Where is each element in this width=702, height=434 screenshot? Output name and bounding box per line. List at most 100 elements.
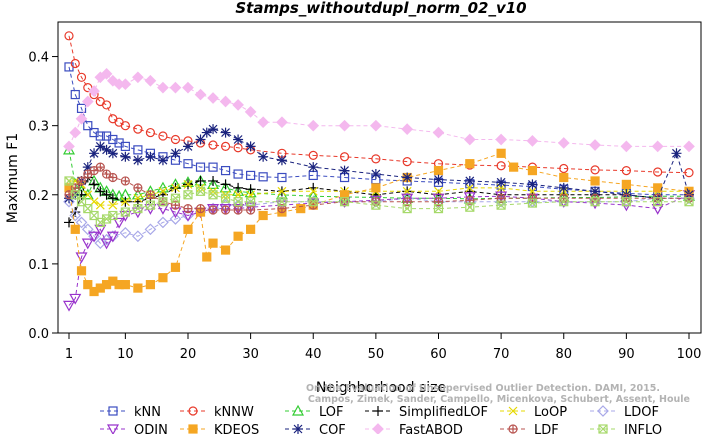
data-point [183,159,193,169]
y-axis: 0.0 0.1 0.2 0.3 0.4 [28,51,58,342]
x-axis: 1 10 20 30 40 50 60 70 80 90 100 [65,333,701,362]
data-point [526,135,539,147]
x-tick-label: 70 [493,347,510,362]
data-point [183,179,193,189]
data-point [81,238,94,250]
data-point [145,280,156,290]
data-point [433,165,444,176]
x-tick-label: 50 [368,347,385,362]
data-point [370,169,381,180]
legend-marker [598,424,608,434]
data-point [653,197,663,207]
data-point [132,155,143,166]
data-point [527,165,538,176]
data-point [64,31,74,41]
data-point [207,178,220,190]
data-point [220,179,231,190]
legend-item-fastabod: FastABOD [365,423,463,434]
data-point [208,175,219,186]
data-point [495,191,508,203]
data-point [101,189,112,200]
data-point [101,100,112,110]
x-tick-label: 90 [618,347,635,362]
legend-marker [106,424,120,434]
legend-item-inflo: INFLO [590,423,662,434]
data-point [308,197,318,207]
data-point [157,155,168,166]
data-point [220,127,231,138]
data-point [220,245,231,255]
series-line [69,180,689,206]
data-point [89,148,100,159]
data-point [169,213,182,225]
y-tick-label: 0.3 [28,120,49,135]
x-tick-label: 10 [117,347,134,362]
data-point [219,204,232,215]
y-tick-label: 0.2 [28,189,49,204]
data-point [208,190,218,200]
data-point [107,193,118,204]
data-point [108,210,118,221]
data-point [339,165,350,176]
data-point [100,238,113,250]
data-point [558,182,569,193]
data-point [157,81,169,94]
data-point [296,204,306,214]
data-point [70,89,80,100]
legend-marker [188,406,198,416]
data-point [170,200,181,210]
data-point [95,186,106,197]
series-line [68,194,690,306]
legend-item-ldof: LDOF [590,405,659,420]
data-point [233,197,243,207]
x-tick-label: 80 [555,347,572,362]
data-point [75,216,88,229]
data-point [133,204,143,214]
data-point [432,126,445,139]
data-point [219,95,232,108]
data-point [119,226,132,239]
data-point [463,133,476,146]
data-point [258,210,268,221]
data-point [496,161,506,171]
data-point [94,224,107,236]
legend-label: kNN [134,405,161,420]
data-point [133,124,143,134]
data-point [246,170,256,181]
data-point [246,197,256,207]
data-point [75,112,88,125]
data-point [370,119,382,132]
data-point [464,175,475,186]
data-point [88,85,100,97]
data-point [202,252,212,262]
legend-marker [188,424,198,434]
plot-series [62,31,696,312]
legend-marker [508,424,518,434]
data-point [120,151,131,162]
data-point [120,141,130,151]
data-point [76,176,87,186]
data-point [145,200,156,210]
x-tick-label: 60 [430,347,447,362]
data-point [107,148,118,159]
data-point [133,283,143,293]
legend-marker [108,406,118,416]
series-inflo [64,176,694,228]
legend-item-knnw: kNNW [180,405,254,420]
data-point [183,190,193,200]
series-knn [64,62,694,200]
data-point [207,92,219,104]
legend-marker [372,423,384,434]
data-point [651,204,664,215]
data-point [683,140,695,153]
legend-item-simplifiedlof: SimplifiedLOF [365,405,488,420]
data-point [621,165,631,176]
data-point [171,183,180,193]
data-point [684,168,694,178]
data-point [70,224,80,234]
data-point [63,195,75,208]
legend-label: LDOF [624,405,659,420]
data-point [220,141,231,151]
data-point [651,140,664,153]
data-point [69,126,82,139]
